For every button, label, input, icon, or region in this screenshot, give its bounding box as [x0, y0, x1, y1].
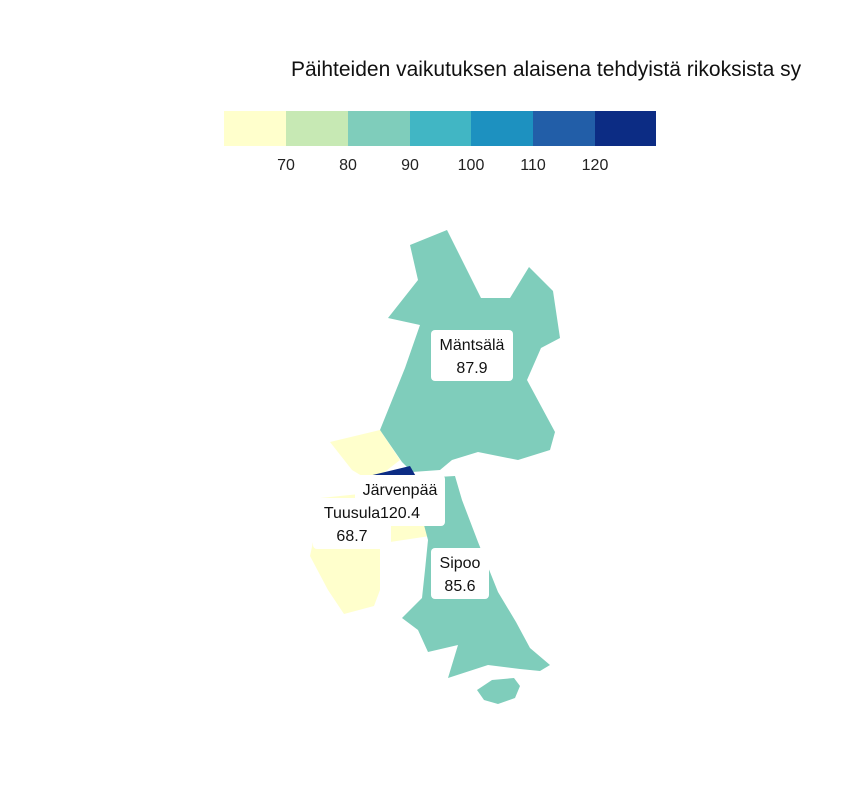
legend-tick-label: 120: [582, 157, 609, 174]
legend-tick-label: 70: [277, 157, 295, 174]
region-name: Mäntsälä: [440, 337, 505, 354]
map-title: Päihteiden vaikutuksen alaisena tehdyist…: [291, 58, 802, 81]
region-value: 87.9: [456, 360, 487, 377]
legend-tick-label: 100: [458, 157, 485, 174]
region-shape: [477, 678, 520, 704]
legend-swatch: [348, 111, 410, 146]
label-jarvenpaa: Järvenpää 120.4: [355, 475, 445, 526]
label-box: [431, 548, 489, 599]
region-labels: Mäntsälä 87.9 Tuusula 68.7 Järvenpää 120…: [313, 330, 513, 599]
region-value: 85.6: [444, 578, 475, 595]
legend-swatch: [224, 111, 286, 146]
region-name: Järvenpää: [363, 482, 438, 499]
region-name: Sipoo: [440, 555, 481, 572]
legend-swatch: [595, 111, 656, 146]
legend-swatch: [286, 111, 348, 146]
legend-swatch: [471, 111, 533, 146]
label-mantsala: Mäntsälä 87.9: [431, 330, 513, 381]
region-value: 120.4: [380, 505, 420, 522]
legend-swatch: [533, 111, 595, 146]
legend-swatch: [410, 111, 471, 146]
region-name-overlap: Tuusula: [324, 505, 380, 522]
region-value: 68.7: [336, 528, 367, 545]
label-box: [431, 330, 513, 381]
regions: [310, 230, 560, 704]
legend: 70 80 90 100 110 120: [224, 111, 656, 174]
region-shape: [330, 430, 400, 482]
label-box-overlap: [318, 500, 380, 524]
legend-tick-label: 90: [401, 157, 419, 174]
legend-tick-label: 80: [339, 157, 357, 174]
label-sipoo: Sipoo 85.6: [431, 548, 489, 599]
legend-tick-label: 110: [520, 157, 546, 174]
